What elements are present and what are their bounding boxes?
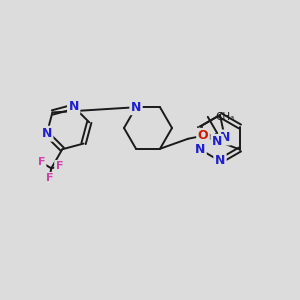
Text: F: F bbox=[38, 157, 45, 167]
Text: F: F bbox=[56, 161, 63, 171]
Text: N: N bbox=[131, 101, 141, 114]
Text: F: F bbox=[46, 173, 53, 183]
Text: O: O bbox=[198, 129, 208, 142]
Text: N: N bbox=[215, 154, 225, 167]
Text: N: N bbox=[195, 143, 205, 156]
Text: N: N bbox=[68, 100, 79, 113]
Text: N: N bbox=[220, 131, 230, 144]
Text: N: N bbox=[42, 127, 52, 140]
Text: N: N bbox=[212, 135, 222, 148]
Text: CH₃: CH₃ bbox=[216, 112, 235, 122]
